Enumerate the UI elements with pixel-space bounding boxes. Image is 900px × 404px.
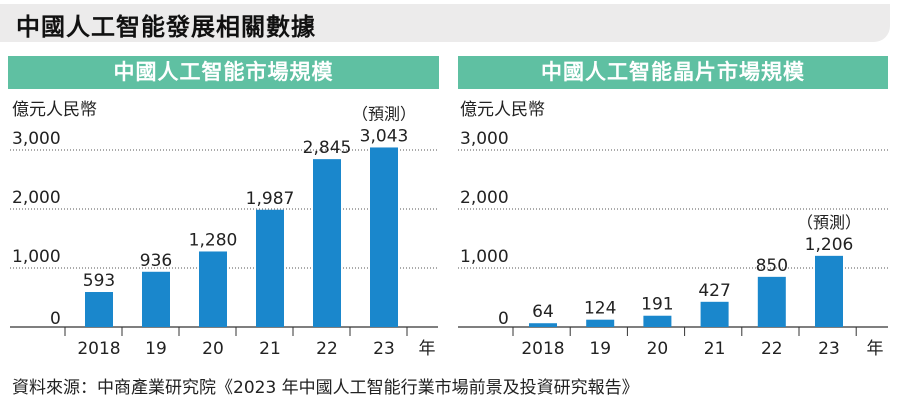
chart2-value-label: 124 [584, 299, 616, 319]
chart1-y-tick-label: 3,000 [12, 129, 61, 149]
chart2-category-label: 22 [761, 339, 783, 359]
source-note: 資料來源：中商產業研究院《2023 年中國人工智能行業市場前景及投資研究報告》 [12, 378, 639, 398]
chart2-value-label: 64 [532, 302, 554, 322]
chart2-value-label: 850 [756, 256, 788, 276]
chart2-category-label: 19 [589, 339, 611, 359]
chart1-value-label: 593 [83, 271, 115, 291]
chart1-category-label: 23 [373, 339, 395, 359]
chart1-value-label: 936 [140, 251, 172, 271]
chart2-y-tick-label: 0 [498, 309, 509, 329]
chart1-category-label: 19 [145, 339, 167, 359]
chart2-bar [586, 319, 615, 327]
main-title-bar: 中國人工智能發展相關數據 [0, 4, 890, 42]
chart2-unit-label: 億元人民幣 [460, 100, 545, 120]
chart2-category-label: 23 [818, 339, 840, 359]
chart1-bar [313, 159, 341, 327]
chart1-bar [142, 271, 170, 327]
chart2-category-label: 21 [704, 339, 726, 359]
chart2-category-label: 20 [647, 339, 669, 359]
chart2-y-tick-label: 3,000 [460, 129, 509, 149]
page-title: 中國人工智能發展相關數據 [16, 13, 316, 41]
chart1-bar [199, 251, 227, 327]
chart-title-chip-market-size: 中國人工智能晶片市場規模 [458, 56, 888, 89]
chart2-bar [815, 255, 843, 327]
chart2-value-label: 1,206 [805, 235, 854, 255]
chart1-bar [370, 147, 398, 327]
chart2-y-tick-label: 2,000 [460, 188, 509, 208]
chart2-projection-label: （預測） [797, 213, 861, 232]
chart2-value-label: 191 [641, 295, 673, 315]
chart2-category-label: 2018 [521, 339, 564, 359]
chart1-y-tick-label: 2,000 [12, 188, 61, 208]
chart2-y-tick-label: 1,000 [460, 247, 509, 267]
chart1-bar [256, 209, 284, 327]
chart2-bar [529, 323, 557, 327]
chart1-category-label: 20 [202, 339, 224, 359]
chart-title-market-size: 中國人工智能市場規模 [8, 56, 439, 89]
chart2-bar [643, 315, 672, 327]
chart1-bar [85, 292, 113, 327]
chart1-value-label: 1,987 [246, 189, 295, 209]
chart1-category-label: 2018 [77, 339, 120, 359]
chart1-projection-label: （預測） [352, 104, 416, 123]
chart1-unit-label: 億元人民幣 [12, 100, 97, 120]
chart2-bar [757, 276, 786, 327]
chart1-y-tick-label: 1,000 [12, 247, 61, 267]
chart1-value-label: 1,280 [189, 230, 238, 250]
chart1-value-label: 2,845 [303, 138, 352, 158]
chart2-x-unit-label: 年 [867, 339, 884, 359]
chart1-category-label: 22 [316, 339, 338, 359]
chart2-bar [700, 301, 729, 327]
chart1-category-label: 21 [259, 339, 281, 359]
chart1-y-tick-label: 0 [50, 309, 61, 329]
chart2-value-label: 427 [698, 281, 730, 301]
chart1-x-unit-label: 年 [419, 339, 436, 359]
chart1-value-label: 3,043 [360, 126, 409, 146]
